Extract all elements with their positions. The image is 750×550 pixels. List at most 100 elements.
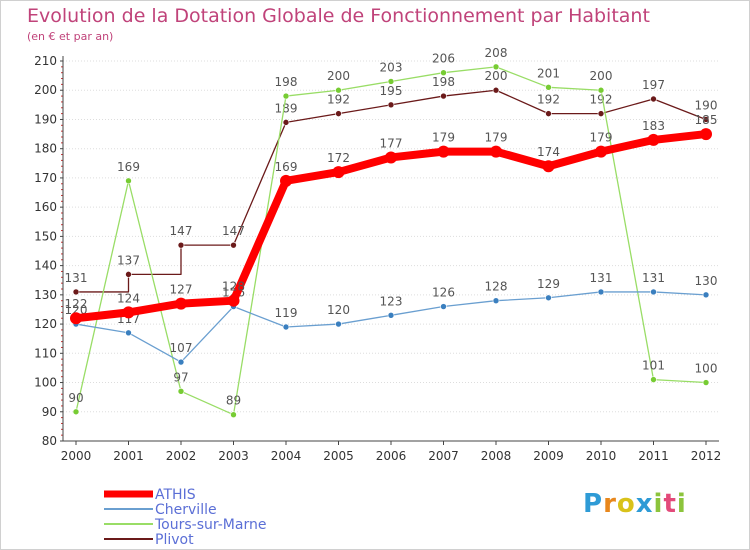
- x-tick-label: 2010: [586, 449, 617, 463]
- data-label: 190: [695, 98, 718, 112]
- data-point: [490, 145, 502, 158]
- data-label: 129: [537, 277, 560, 291]
- y-tick-label: 190: [34, 112, 57, 126]
- data-label: 179: [432, 131, 455, 145]
- data-label: 100: [695, 362, 718, 376]
- data-label: 189: [275, 101, 298, 115]
- data-label: 195: [380, 84, 403, 98]
- data-label: 147: [222, 224, 245, 238]
- data-label: 147: [170, 224, 193, 238]
- data-label: 131: [642, 271, 665, 285]
- data-point: [545, 110, 552, 117]
- logo-letter: i: [653, 489, 664, 519]
- x-tick-label: 2008: [481, 449, 512, 463]
- y-tick-label: 130: [34, 288, 57, 302]
- data-label: 179: [590, 131, 613, 145]
- y-tick-label: 200: [34, 83, 57, 97]
- data-label: 90: [68, 391, 83, 405]
- data-point: [597, 288, 605, 296]
- data-label: 131: [590, 271, 613, 285]
- data-point: [492, 297, 500, 304]
- data-point: [387, 78, 395, 85]
- data-point: [282, 92, 290, 100]
- data-point: [125, 329, 132, 337]
- data-point: [542, 160, 555, 173]
- proxiti-logo: Proxiti: [583, 489, 687, 519]
- logo-letter: r: [603, 489, 617, 519]
- logo-letter: o: [616, 489, 636, 519]
- data-point: [650, 288, 657, 296]
- data-label: 172: [327, 151, 350, 165]
- data-label: 183: [642, 119, 665, 133]
- data-label: 119: [275, 306, 298, 320]
- data-point: [650, 95, 657, 103]
- data-label: 124: [117, 291, 140, 305]
- data-point: [647, 133, 660, 146]
- legend-label: Cherville: [155, 502, 217, 518]
- data-label: 89: [226, 394, 241, 408]
- data-point: [597, 110, 605, 117]
- data-label: 174: [537, 145, 560, 159]
- data-label: 177: [380, 136, 403, 150]
- data-point: [72, 288, 80, 296]
- data-point: [175, 297, 187, 310]
- data-label: 179: [485, 131, 508, 145]
- data-point: [702, 291, 710, 299]
- data-label: 198: [432, 75, 455, 89]
- x-tick-label: 2007: [428, 449, 459, 463]
- y-tick-label: 150: [34, 229, 57, 243]
- data-point: [597, 86, 605, 94]
- data-label: 122: [65, 297, 88, 311]
- data-point: [72, 408, 80, 416]
- data-point: [440, 303, 447, 310]
- x-tick-label: 2003: [218, 449, 249, 463]
- data-point: [177, 388, 185, 395]
- data-point: [595, 145, 607, 158]
- logo-letter: i: [676, 489, 687, 519]
- logo-letter: x: [635, 489, 654, 519]
- x-tick-label: 2004: [271, 449, 302, 463]
- logo-letter: t: [663, 489, 677, 519]
- data-label: 203: [380, 60, 403, 74]
- data-point: [545, 84, 552, 91]
- data-point: [650, 376, 657, 383]
- data-point: [385, 151, 397, 164]
- data-point: [702, 116, 710, 123]
- data-label: 101: [642, 359, 665, 373]
- y-tick-label: 80: [42, 434, 57, 448]
- data-point: [280, 174, 292, 187]
- data-point: [177, 358, 185, 366]
- data-point: [335, 110, 342, 117]
- y-tick-label: 100: [34, 376, 57, 390]
- data-point: [227, 294, 240, 307]
- data-label: 197: [642, 78, 665, 92]
- data-label: 128: [485, 280, 508, 294]
- data-point: [387, 312, 395, 319]
- y-tick-label: 180: [34, 142, 57, 156]
- data-label: 120: [327, 303, 350, 317]
- data-point: [282, 119, 290, 126]
- data-label: 131: [65, 271, 88, 285]
- data-point: [282, 323, 290, 331]
- data-label: 201: [537, 66, 560, 80]
- data-label: 200: [485, 69, 508, 83]
- data-point: [70, 312, 82, 325]
- y-tick-label: 110: [34, 346, 57, 360]
- y-tick-label: 90: [42, 405, 57, 419]
- x-tick-label: 2006: [376, 449, 407, 463]
- x-tick-label: 2005: [323, 449, 354, 463]
- data-point: [492, 86, 500, 94]
- data-point: [122, 306, 135, 319]
- series-line-plivot: [76, 89, 707, 293]
- data-point: [545, 294, 552, 302]
- x-tick-label: 2009: [533, 449, 564, 463]
- data-label: 198: [275, 75, 298, 89]
- data-point: [440, 69, 447, 76]
- x-tick-label: 2002: [166, 449, 197, 463]
- legend-label: Plivot: [155, 532, 194, 548]
- data-point: [437, 145, 450, 158]
- data-point: [335, 320, 342, 328]
- data-label: 206: [432, 52, 455, 66]
